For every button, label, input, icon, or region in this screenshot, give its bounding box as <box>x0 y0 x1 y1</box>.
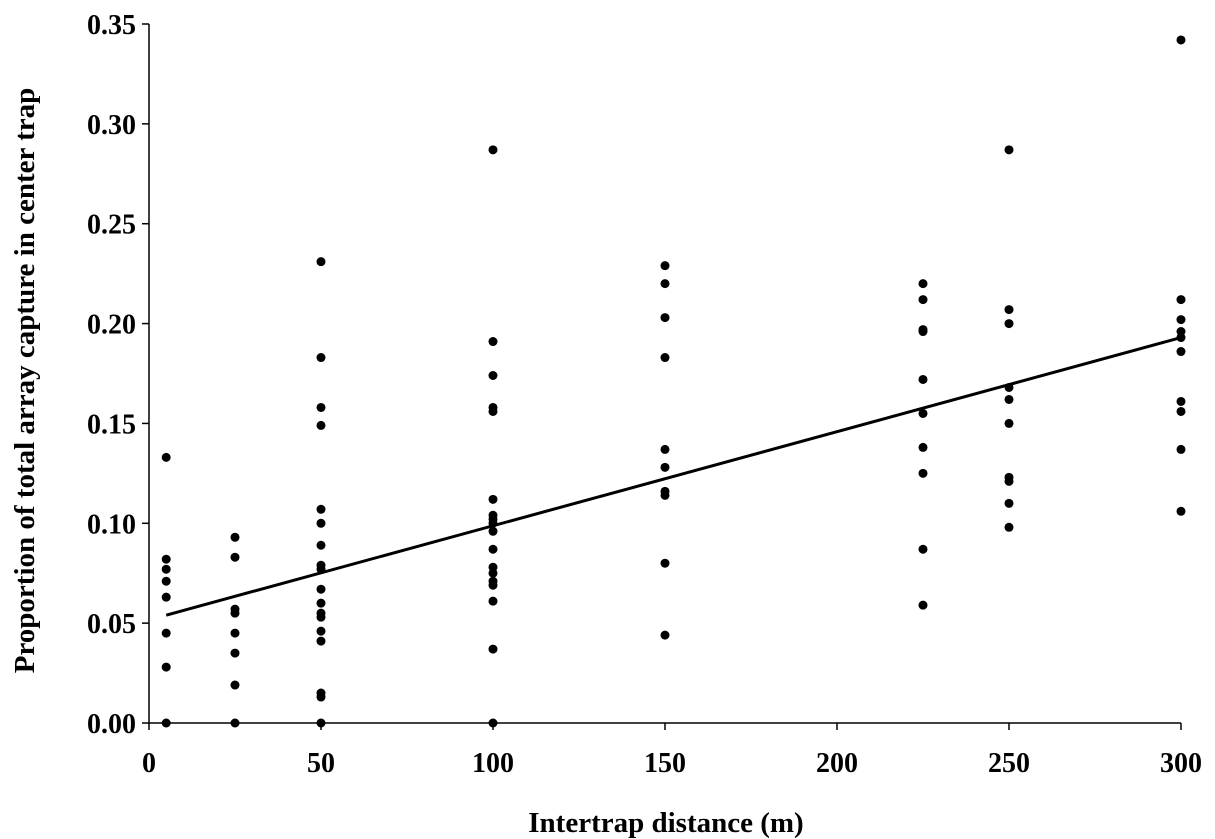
data-point <box>316 402 326 412</box>
data-point <box>918 295 928 305</box>
x-tick-label: 250 <box>988 748 1030 779</box>
data-point <box>660 261 670 271</box>
data-point <box>316 612 326 622</box>
data-point <box>918 327 928 337</box>
data-point <box>488 580 498 590</box>
y-tick-label: 0.20 <box>87 310 136 341</box>
data-point <box>660 444 670 454</box>
data-point <box>918 600 928 610</box>
data-point <box>1176 444 1186 454</box>
data-point <box>1176 315 1186 325</box>
data-point <box>918 374 928 384</box>
data-point <box>316 540 326 550</box>
data-point <box>230 628 240 638</box>
data-point <box>230 648 240 658</box>
data-point <box>1176 347 1186 357</box>
data-point <box>918 468 928 478</box>
data-point <box>1176 406 1186 416</box>
data-point <box>918 544 928 554</box>
x-tick-label: 200 <box>816 748 858 779</box>
y-tick-label: 0.05 <box>87 609 136 640</box>
x-tick-label: 300 <box>1160 748 1202 779</box>
data-point <box>488 337 498 347</box>
data-point <box>660 558 670 568</box>
data-point <box>161 564 171 574</box>
x-axis-ticks: 0 50 100 150 200 250 300 <box>142 723 1202 779</box>
y-tick-label: 0.10 <box>87 509 136 540</box>
x-tick-label: 150 <box>644 748 686 779</box>
data-point <box>660 490 670 500</box>
data-point <box>316 420 326 430</box>
y-tick-label: 0.30 <box>87 110 136 141</box>
y-tick-label: 0.00 <box>87 709 136 740</box>
data-point <box>1176 295 1186 305</box>
data-point <box>316 626 326 636</box>
data-point <box>918 279 928 289</box>
data-point <box>161 554 171 564</box>
data-point <box>230 532 240 542</box>
y-tick-label: 0.35 <box>87 10 136 41</box>
data-point <box>660 630 670 640</box>
data-point <box>161 576 171 586</box>
data-point <box>1004 522 1014 532</box>
data-point <box>1004 476 1014 486</box>
data-point <box>316 257 326 267</box>
data-point <box>918 408 928 418</box>
y-tick-label: 0.15 <box>87 409 136 440</box>
data-point <box>488 526 498 536</box>
data-point <box>488 718 498 728</box>
y-axis-ticks: 0.00 0.05 0.10 0.15 0.20 0.25 0.30 0.35 <box>87 10 149 740</box>
data-point <box>1176 35 1186 45</box>
axes <box>148 24 1181 724</box>
data-point <box>1004 498 1014 508</box>
data-point <box>316 504 326 514</box>
data-point <box>230 718 240 728</box>
data-point <box>488 494 498 504</box>
data-point <box>488 644 498 654</box>
data-point <box>918 442 928 452</box>
data-point <box>1004 394 1014 404</box>
data-point <box>316 718 326 728</box>
data-point <box>230 680 240 690</box>
data-point <box>488 145 498 155</box>
data-point <box>1004 305 1014 315</box>
data-point <box>1176 506 1186 516</box>
data-point <box>660 462 670 472</box>
x-axis-title: Intertrap distance (m) <box>528 807 803 839</box>
data-point <box>488 406 498 416</box>
data-point <box>316 353 326 363</box>
data-point <box>161 592 171 602</box>
data-point <box>488 544 498 554</box>
data-point <box>316 598 326 608</box>
data-point <box>660 353 670 363</box>
data-point <box>161 718 171 728</box>
y-tick-label: 0.25 <box>87 210 136 241</box>
data-point <box>488 568 498 578</box>
data-point <box>230 608 240 618</box>
data-point <box>1176 396 1186 406</box>
data-point <box>316 692 326 702</box>
data-point <box>316 636 326 646</box>
y-axis-title: Proportion of total array capture in cen… <box>9 88 41 674</box>
data-point <box>1004 145 1014 155</box>
data-point <box>316 518 326 528</box>
trendline <box>165 336 1182 617</box>
data-point <box>161 452 171 462</box>
data-point <box>161 662 171 672</box>
x-tick-label: 0 <box>142 748 156 779</box>
data-point <box>660 279 670 289</box>
data-point <box>488 596 498 606</box>
data-point <box>161 628 171 638</box>
data-point <box>230 552 240 562</box>
data-point <box>1004 418 1014 428</box>
x-tick-label: 50 <box>307 748 335 779</box>
data-points <box>161 35 1186 728</box>
data-point <box>1004 319 1014 329</box>
data-point <box>660 313 670 323</box>
data-point <box>316 584 326 594</box>
data-point <box>488 370 498 380</box>
x-tick-label: 100 <box>472 748 514 779</box>
